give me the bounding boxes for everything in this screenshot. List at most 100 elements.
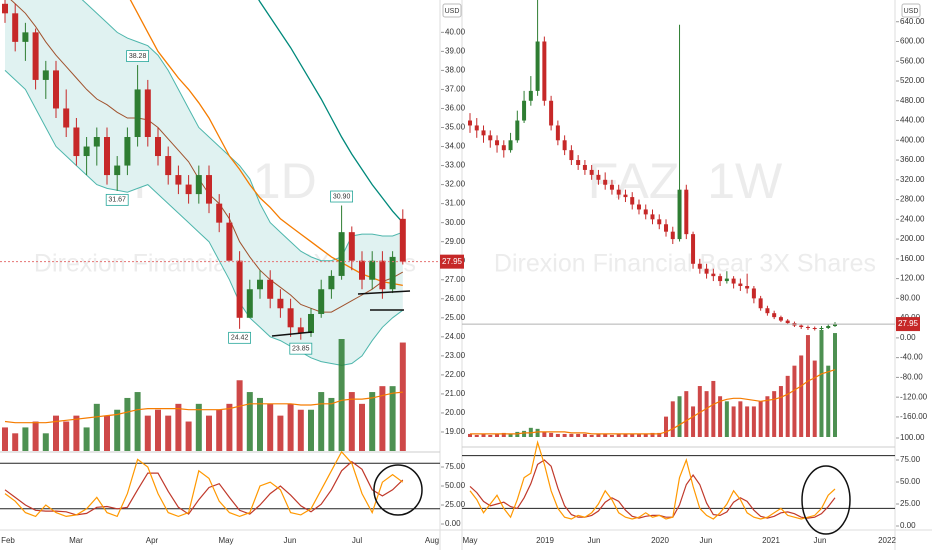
candle-body (104, 137, 110, 176)
y-tick-label: 24.00 (445, 332, 466, 341)
y-tick-label: 33.00 (445, 161, 466, 170)
y-tick-label: 120.00 (900, 274, 925, 283)
volume-bar (535, 428, 540, 437)
y-tick-label: 240.00 (900, 214, 925, 223)
volume-bar (596, 433, 601, 437)
candle-body (165, 156, 172, 176)
volume-bar (630, 433, 635, 437)
candle-body (267, 279, 274, 299)
volume-bar (765, 396, 770, 437)
volume-bar (758, 401, 763, 437)
annotation-box (105, 193, 129, 206)
candle-body (643, 209, 648, 215)
volume-bar (155, 409, 161, 451)
volume-bar (399, 342, 406, 451)
candle-body (805, 327, 810, 329)
volume-bar (812, 360, 817, 437)
y-tick-label: 34.00 (445, 142, 466, 151)
candle-body (691, 234, 696, 264)
volume-bar (134, 392, 141, 451)
volume-bar (643, 433, 648, 437)
candle-body (623, 194, 628, 198)
volume-bar (22, 427, 29, 451)
price-pane (468, 0, 837, 437)
volume-bar (297, 409, 304, 451)
volume-bar (792, 365, 797, 437)
y-tick-label: -120.00 (900, 392, 928, 401)
volume-bar (495, 433, 500, 437)
volume-bar (338, 339, 345, 451)
y-tick-label: -160.00 (900, 412, 928, 421)
volume-bar (114, 409, 121, 451)
candle-body (53, 70, 59, 109)
candle-body (819, 328, 824, 329)
candle-body (277, 298, 284, 309)
volume-bar (468, 433, 472, 437)
candle-body (589, 169, 594, 175)
volume-bar (185, 421, 192, 451)
volume-bar (691, 406, 696, 437)
candle-body (226, 222, 233, 261)
y-tick-label: 26.00 (445, 294, 466, 303)
volume-bar (195, 403, 202, 451)
candle-body (468, 120, 472, 126)
volume-bar (522, 430, 527, 437)
candle-body (677, 189, 682, 240)
candle-body (297, 327, 304, 334)
volume-bar (246, 392, 253, 451)
volume-ma (4, 391, 403, 424)
volume-bar (711, 380, 716, 437)
volume-bar (236, 380, 243, 451)
currency-box (442, 3, 462, 18)
volume-bar (623, 433, 628, 437)
y-tick-label: 31.00 (445, 199, 466, 208)
candle-body (389, 256, 396, 290)
volume-bar (555, 433, 560, 437)
volume-bar (32, 421, 39, 451)
drawn-circle (801, 465, 851, 535)
candle-body (636, 204, 641, 210)
volume-bar (12, 433, 19, 451)
stoch-d (469, 459, 836, 519)
candle-body (369, 260, 376, 280)
y-tick-label: 25.00 (445, 313, 466, 322)
candle-body (359, 260, 365, 280)
volume-bar (308, 409, 314, 451)
candle-body (657, 219, 662, 225)
candle-body (535, 41, 540, 91)
volume-bar (704, 391, 709, 437)
stoch-tick-label: 50.00 (900, 477, 921, 486)
y-tick-label: 36.00 (445, 104, 466, 113)
candle-body (785, 320, 790, 324)
bollinger-lower (4, 70, 404, 366)
x-tick-label: May (462, 536, 477, 545)
candle-body (582, 164, 587, 170)
volume-bar (216, 409, 223, 451)
candle-body (630, 197, 635, 205)
candle-body (175, 175, 182, 185)
moving-average (129, 0, 403, 287)
x-tick-label: Aug (425, 536, 439, 545)
volume-bar (73, 415, 80, 451)
candle-body (134, 89, 141, 138)
stoch-tick-label: 0.00 (445, 519, 461, 528)
annotation-label: 38.28 (129, 53, 147, 60)
user-drawings (271, 290, 851, 535)
x-tick-label: 2022 (878, 536, 896, 545)
candle-body (745, 286, 750, 289)
candle-body (206, 175, 212, 204)
last-price-box (896, 317, 920, 332)
volume-bar (677, 396, 682, 437)
volume-bar (778, 386, 783, 437)
candle-body (569, 150, 574, 161)
candle-body (833, 324, 837, 327)
candle-body (603, 179, 608, 185)
volume-bar (226, 403, 233, 451)
volume-bar (738, 401, 743, 437)
candle-body (12, 13, 19, 42)
volume-bar (833, 333, 837, 437)
watermark-subtitle: Direxion Financial Bear 3X Shares (494, 250, 876, 278)
candle-body (650, 214, 655, 220)
volume-bar (799, 355, 804, 437)
